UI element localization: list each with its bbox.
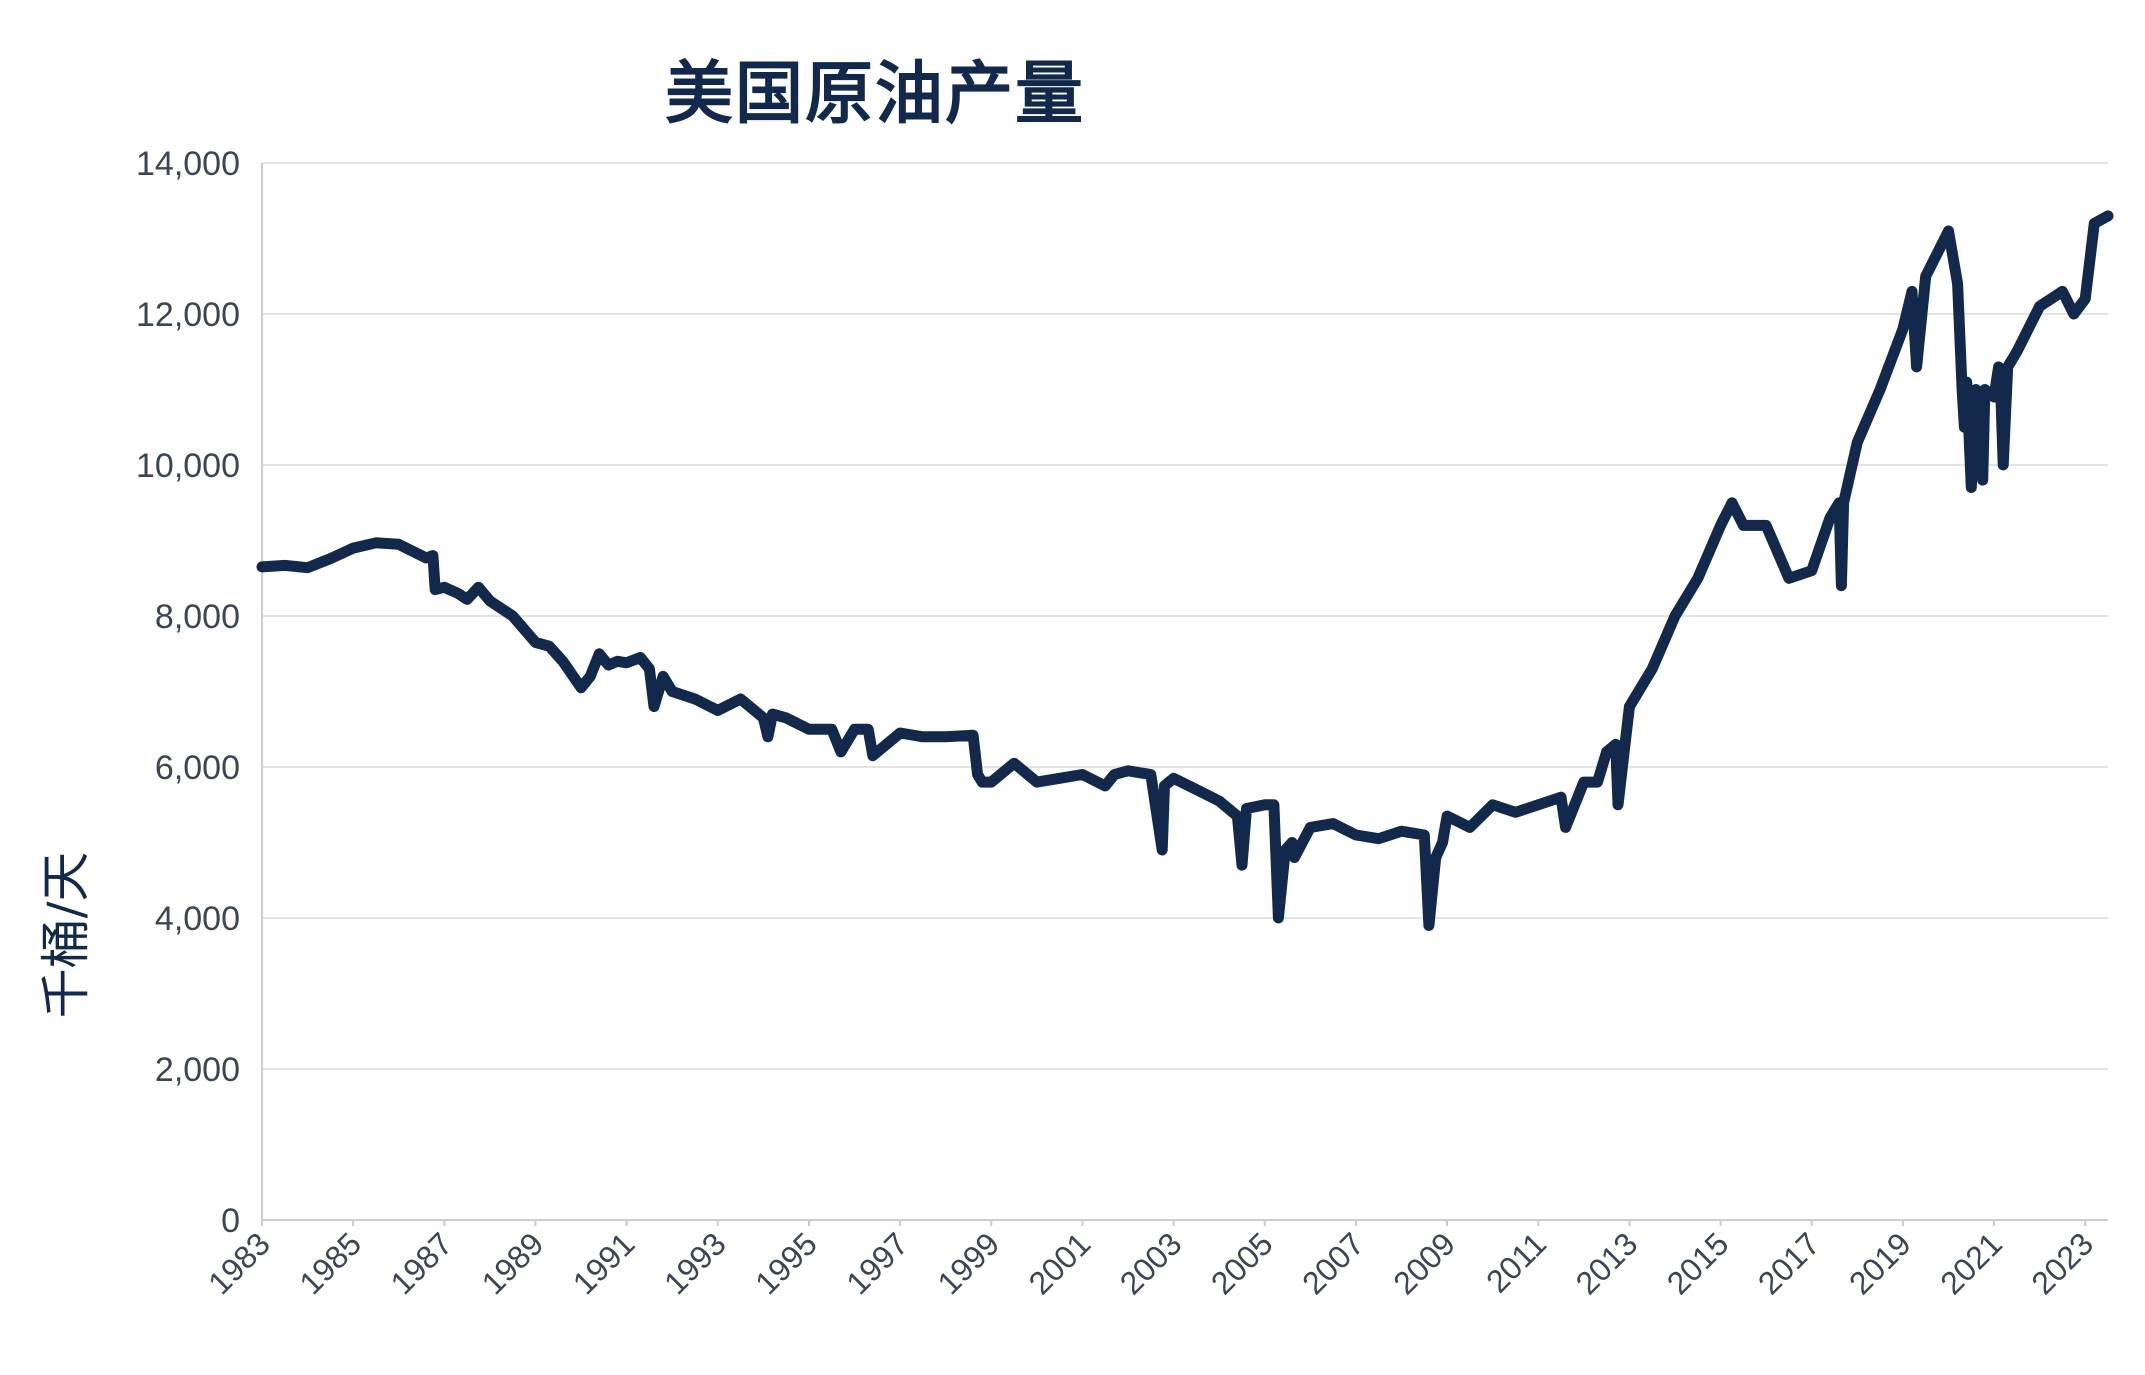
x-tick-label: 1999: [930, 1225, 1006, 1301]
x-tick-label: 2007: [1295, 1225, 1371, 1301]
x-tick-label: 2005: [1204, 1225, 1280, 1301]
x-tick-label: 1987: [383, 1225, 459, 1301]
x-tick-label: 1991: [566, 1225, 642, 1301]
axes: 0 2,000 4,000 6,000 8,000 10,000 12,000 14,000 1…: [136, 145, 2108, 1301]
y-tick-label: 12,000: [136, 296, 240, 334]
x-tick-label: 2009: [1386, 1225, 1462, 1301]
y-tick-label: 4,000: [155, 900, 240, 938]
y-tick-label: 6,000: [155, 749, 240, 787]
x-tick-label: 2003: [1113, 1225, 1189, 1301]
y-tick-label: 2,000: [155, 1051, 240, 1089]
y-tick-label: 8,000: [155, 598, 240, 636]
x-tick-label: 1983: [201, 1225, 277, 1301]
x-tick-label: 2001: [1022, 1225, 1098, 1301]
series-layer: [256, 210, 2114, 931]
x-tick-label: 1997: [839, 1225, 915, 1301]
y-tick-label: 0: [221, 1202, 240, 1240]
x-tick-label: 2019: [1842, 1225, 1918, 1301]
x-tick-label: 1985: [292, 1225, 368, 1301]
series-line: [256, 210, 2114, 931]
x-tick-label: 2011: [1479, 1225, 1553, 1299]
x-tick-label: 1993: [657, 1225, 733, 1301]
gridlines: [262, 162, 2108, 1070]
x-tick-label: 2023: [2024, 1225, 2100, 1301]
y-tick-label: 10,000: [136, 447, 240, 485]
x-tick-label: 2021: [1933, 1225, 2009, 1301]
x-tick-label: 2013: [1569, 1225, 1645, 1301]
chart-title: 美国原油产量: [665, 54, 1086, 134]
x-tick-label: 1995: [748, 1225, 824, 1301]
y-tick-label: 14,000: [136, 145, 240, 183]
x-tick-label: 2015: [1660, 1225, 1736, 1301]
x-tick-label: 1989: [475, 1225, 551, 1301]
x-tick-label: 2017: [1751, 1225, 1827, 1301]
